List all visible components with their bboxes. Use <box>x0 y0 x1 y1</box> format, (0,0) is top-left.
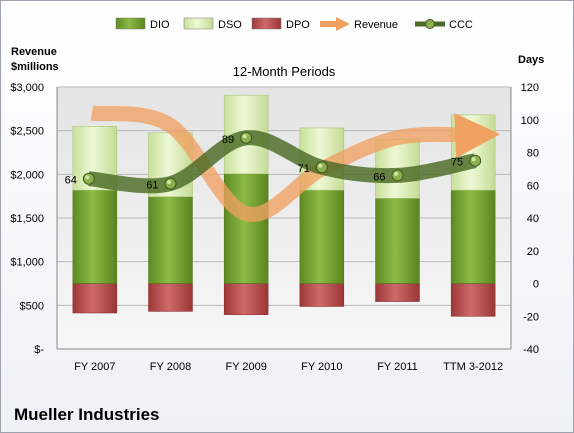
x-tick-label: FY 2009 <box>225 361 266 373</box>
ccc-data-label: 64 <box>65 175 77 187</box>
left-axis-title-unit: $millions <box>11 61 59 73</box>
left-axis-title: Revenue <box>11 46 57 58</box>
ccc-point-highlight <box>471 157 476 162</box>
right-tick-label: -40 <box>523 344 539 356</box>
right-tick-label: -20 <box>523 311 539 323</box>
legend-label: CCC <box>449 19 473 31</box>
legend-label: DSO <box>218 19 242 31</box>
right-tick-label: 0 <box>533 279 539 291</box>
ccc-point <box>315 161 328 174</box>
left-tick-label: $1,500 <box>10 213 44 225</box>
left-tick-label: $- <box>34 344 44 356</box>
x-tick-label: FY 2007 <box>74 361 115 373</box>
bar-dpo <box>72 283 118 314</box>
bar-dio <box>299 189 345 284</box>
legend-label: Revenue <box>354 19 398 31</box>
ccc-data-label: 71 <box>298 163 310 175</box>
ccc-point-highlight <box>318 163 323 168</box>
right-tick-label: 100 <box>521 115 539 127</box>
ccc-point <box>240 131 253 144</box>
ccc-point-highlight <box>167 180 171 185</box>
legend-label: DPO <box>286 19 310 31</box>
left-tick-label: $500 <box>20 300 44 312</box>
bar-dpo <box>299 283 345 307</box>
ccc-point <box>82 172 95 185</box>
bar-dpo <box>375 283 420 302</box>
legend-swatch <box>115 17 146 30</box>
bar-dio <box>450 189 496 284</box>
bar-dpo <box>148 283 193 312</box>
bar-dpo <box>450 283 496 317</box>
bar-dio <box>223 173 269 284</box>
right-tick-label: 20 <box>527 246 539 258</box>
x-tick-label: FY 2011 <box>377 361 418 373</box>
right-tick-label: 80 <box>527 148 539 160</box>
right-tick-label: 120 <box>521 82 539 94</box>
bar-dio <box>72 189 118 284</box>
left-tick-label: $1,000 <box>10 257 44 269</box>
revenue-arrow <box>90 105 501 222</box>
bar-dpo <box>223 283 269 315</box>
left-tick-label: $2,000 <box>10 169 44 181</box>
bar-dso <box>450 114 496 191</box>
company-name: Mueller Industries <box>14 405 160 424</box>
ccc-point <box>164 177 177 190</box>
ccc-point-highlight <box>85 175 90 180</box>
legend-label: DIO <box>150 19 170 31</box>
legend-swatch <box>251 17 282 30</box>
right-tick-label: 60 <box>527 180 539 192</box>
x-tick-label: TTM 3-2012 <box>443 361 503 373</box>
ccc-data-label: 66 <box>373 171 385 183</box>
ccc-point <box>469 154 482 167</box>
x-tick-label: FY 2008 <box>150 361 191 373</box>
ccc-data-label: 89 <box>222 134 234 146</box>
bar-dio <box>148 196 193 284</box>
x-tick-label: FY 2010 <box>301 361 342 373</box>
chart-title: 12-Month Periods <box>233 64 336 79</box>
bar-dio <box>375 198 420 284</box>
left-tick-label: $2,500 <box>10 126 44 138</box>
legend-swatch <box>183 17 214 30</box>
ccc-point-highlight <box>242 134 247 139</box>
right-tick-label: 40 <box>527 213 539 225</box>
legend-swatch-arrowhead <box>336 17 350 31</box>
ccc-point-highlight <box>394 171 398 176</box>
ccc-data-label: 61 <box>146 180 158 192</box>
ccc-data-label: 75 <box>451 157 463 169</box>
left-tick-label: $3,000 <box>10 82 44 94</box>
ccc-point <box>391 169 404 182</box>
right-axis-title: Days <box>518 54 544 66</box>
legend-swatch-marker <box>425 19 435 29</box>
